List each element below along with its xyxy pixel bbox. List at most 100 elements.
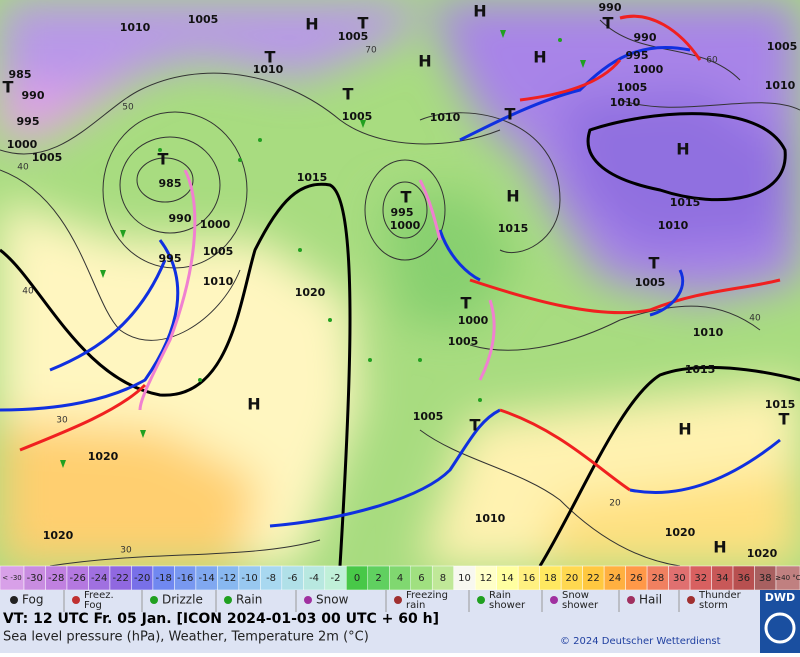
pressure-center: H xyxy=(305,15,318,34)
pressure-label: 1015 xyxy=(297,171,328,184)
pressure-label: 1000 xyxy=(200,218,231,231)
pressure-label: 985 xyxy=(159,177,182,190)
pressure-label: 1015 xyxy=(685,363,716,376)
pressure-label: 990 xyxy=(599,1,622,14)
pressure-label: 1010 xyxy=(475,512,506,525)
pressure-center: T xyxy=(358,14,369,33)
fronts xyxy=(0,14,781,528)
contour-label: 30 xyxy=(56,416,68,426)
scale-label: -26 xyxy=(70,573,86,584)
pressure-center: T xyxy=(470,416,481,435)
footer-background xyxy=(0,612,800,653)
scale-label: 16 xyxy=(523,573,536,584)
pressure-label: 1005 xyxy=(188,13,219,26)
scale-label: 20 xyxy=(566,573,579,584)
valid-time: VT: 12 UTC Fr. 05 Jan. [ICON 2024-01-03 … xyxy=(3,611,439,627)
scale-label: -30 xyxy=(27,573,43,584)
pressure-label: 1020 xyxy=(295,286,326,299)
scale-label: -10 xyxy=(241,573,257,584)
color-cell xyxy=(775,565,800,591)
scale-label: 32 xyxy=(694,573,707,584)
scale-label: -14 xyxy=(198,573,214,584)
scale-label: 4 xyxy=(397,573,403,584)
scale-label: 6 xyxy=(418,573,424,584)
weather-label: Fog xyxy=(84,600,102,611)
weather-label: storm xyxy=(699,600,728,611)
weather-label: Drizzle xyxy=(162,593,203,607)
scale-label: 14 xyxy=(501,573,514,584)
dwd-logo-text: DWD xyxy=(765,591,795,604)
scale-label: -22 xyxy=(113,573,129,584)
pressure-center: T xyxy=(343,85,354,104)
pressure-label: 1010 xyxy=(765,79,796,92)
scale-label: -18 xyxy=(155,573,171,584)
pressure-label: 1020 xyxy=(747,547,778,560)
weather-icon xyxy=(627,596,635,604)
pressure-center: H xyxy=(473,2,486,21)
pressure-label: 990 xyxy=(22,89,45,102)
pressure-label: 1015 xyxy=(498,222,529,235)
weather-icon xyxy=(477,596,485,604)
pressure-label: 1020 xyxy=(665,526,696,539)
pressure-center: T xyxy=(649,254,660,273)
pressure-label: 1015 xyxy=(765,398,796,411)
pressure-label: 990 xyxy=(169,212,192,225)
contour-label: 40 xyxy=(22,287,34,297)
pressure-label: 1000 xyxy=(390,219,421,232)
weather-icon xyxy=(550,596,558,604)
weather-label: shower xyxy=(562,600,599,611)
contour-label: 60 xyxy=(706,56,718,66)
dwd-logo-icon xyxy=(764,612,796,644)
contour-label: 30 xyxy=(120,546,132,556)
pressure-label: 1000 xyxy=(633,63,664,76)
weather-label: Snow xyxy=(316,593,349,607)
weather-icon xyxy=(687,596,695,604)
weather-legend-bg xyxy=(0,590,760,612)
scale-label: 38 xyxy=(759,573,772,584)
main-isobars xyxy=(0,112,800,566)
temperature-field xyxy=(0,0,800,566)
weather-icon xyxy=(72,596,80,604)
pressure-center: H xyxy=(506,187,519,206)
weather-icon xyxy=(150,596,158,604)
weather-icon xyxy=(10,596,18,604)
pressure-label: 1005 xyxy=(413,410,444,423)
pressure-label: 990 xyxy=(634,31,657,44)
scale-label: 26 xyxy=(630,573,643,584)
weather-icon xyxy=(224,596,232,604)
weather-label: Freez. xyxy=(84,590,114,601)
contour-label: 40 xyxy=(749,314,761,324)
scale-label: 10 xyxy=(458,573,471,584)
map xyxy=(0,0,800,566)
pressure-center: T xyxy=(779,410,790,429)
legend: < -30 -30 -28 -26 -24 -22 -20 -18 -16 -14 -12 -10 -8… xyxy=(0,565,800,612)
scale-label: 34 xyxy=(716,573,729,584)
contour-label: 40 xyxy=(17,163,29,173)
pressure-label: 1010 xyxy=(610,96,641,109)
scale-label: 22 xyxy=(587,573,600,584)
weather-label: rain xyxy=(406,600,425,611)
weather-label: Thunder xyxy=(698,590,742,601)
pressure-label: 1005 xyxy=(635,276,666,289)
scale-label: 28 xyxy=(651,573,664,584)
map-labels: 1010100510051010990990995100010051010100… xyxy=(3,1,798,560)
scale-label: -28 xyxy=(48,573,64,584)
pressure-label: 1005 xyxy=(448,335,479,348)
description: Sea level pressure (hPa), Weather, Tempe… xyxy=(3,630,369,645)
pressure-label: 1015 xyxy=(670,196,701,209)
pressure-label: 1000 xyxy=(7,138,38,151)
pressure-center: T xyxy=(461,294,472,313)
pressure-label: 1010 xyxy=(658,219,689,232)
weather-label: Rain xyxy=(236,593,262,607)
scale-label: 18 xyxy=(544,573,557,584)
pressure-center: T xyxy=(265,48,276,67)
pressure-center: T xyxy=(3,78,14,97)
pressure-center: T xyxy=(505,105,516,124)
pressure-center: H xyxy=(676,140,689,159)
weather-icon xyxy=(394,596,402,604)
pressure-label: 995 xyxy=(391,206,414,219)
scale-label: -20 xyxy=(134,573,150,584)
weather-label: Freezing xyxy=(406,590,448,601)
scale-label: -24 xyxy=(91,573,107,584)
